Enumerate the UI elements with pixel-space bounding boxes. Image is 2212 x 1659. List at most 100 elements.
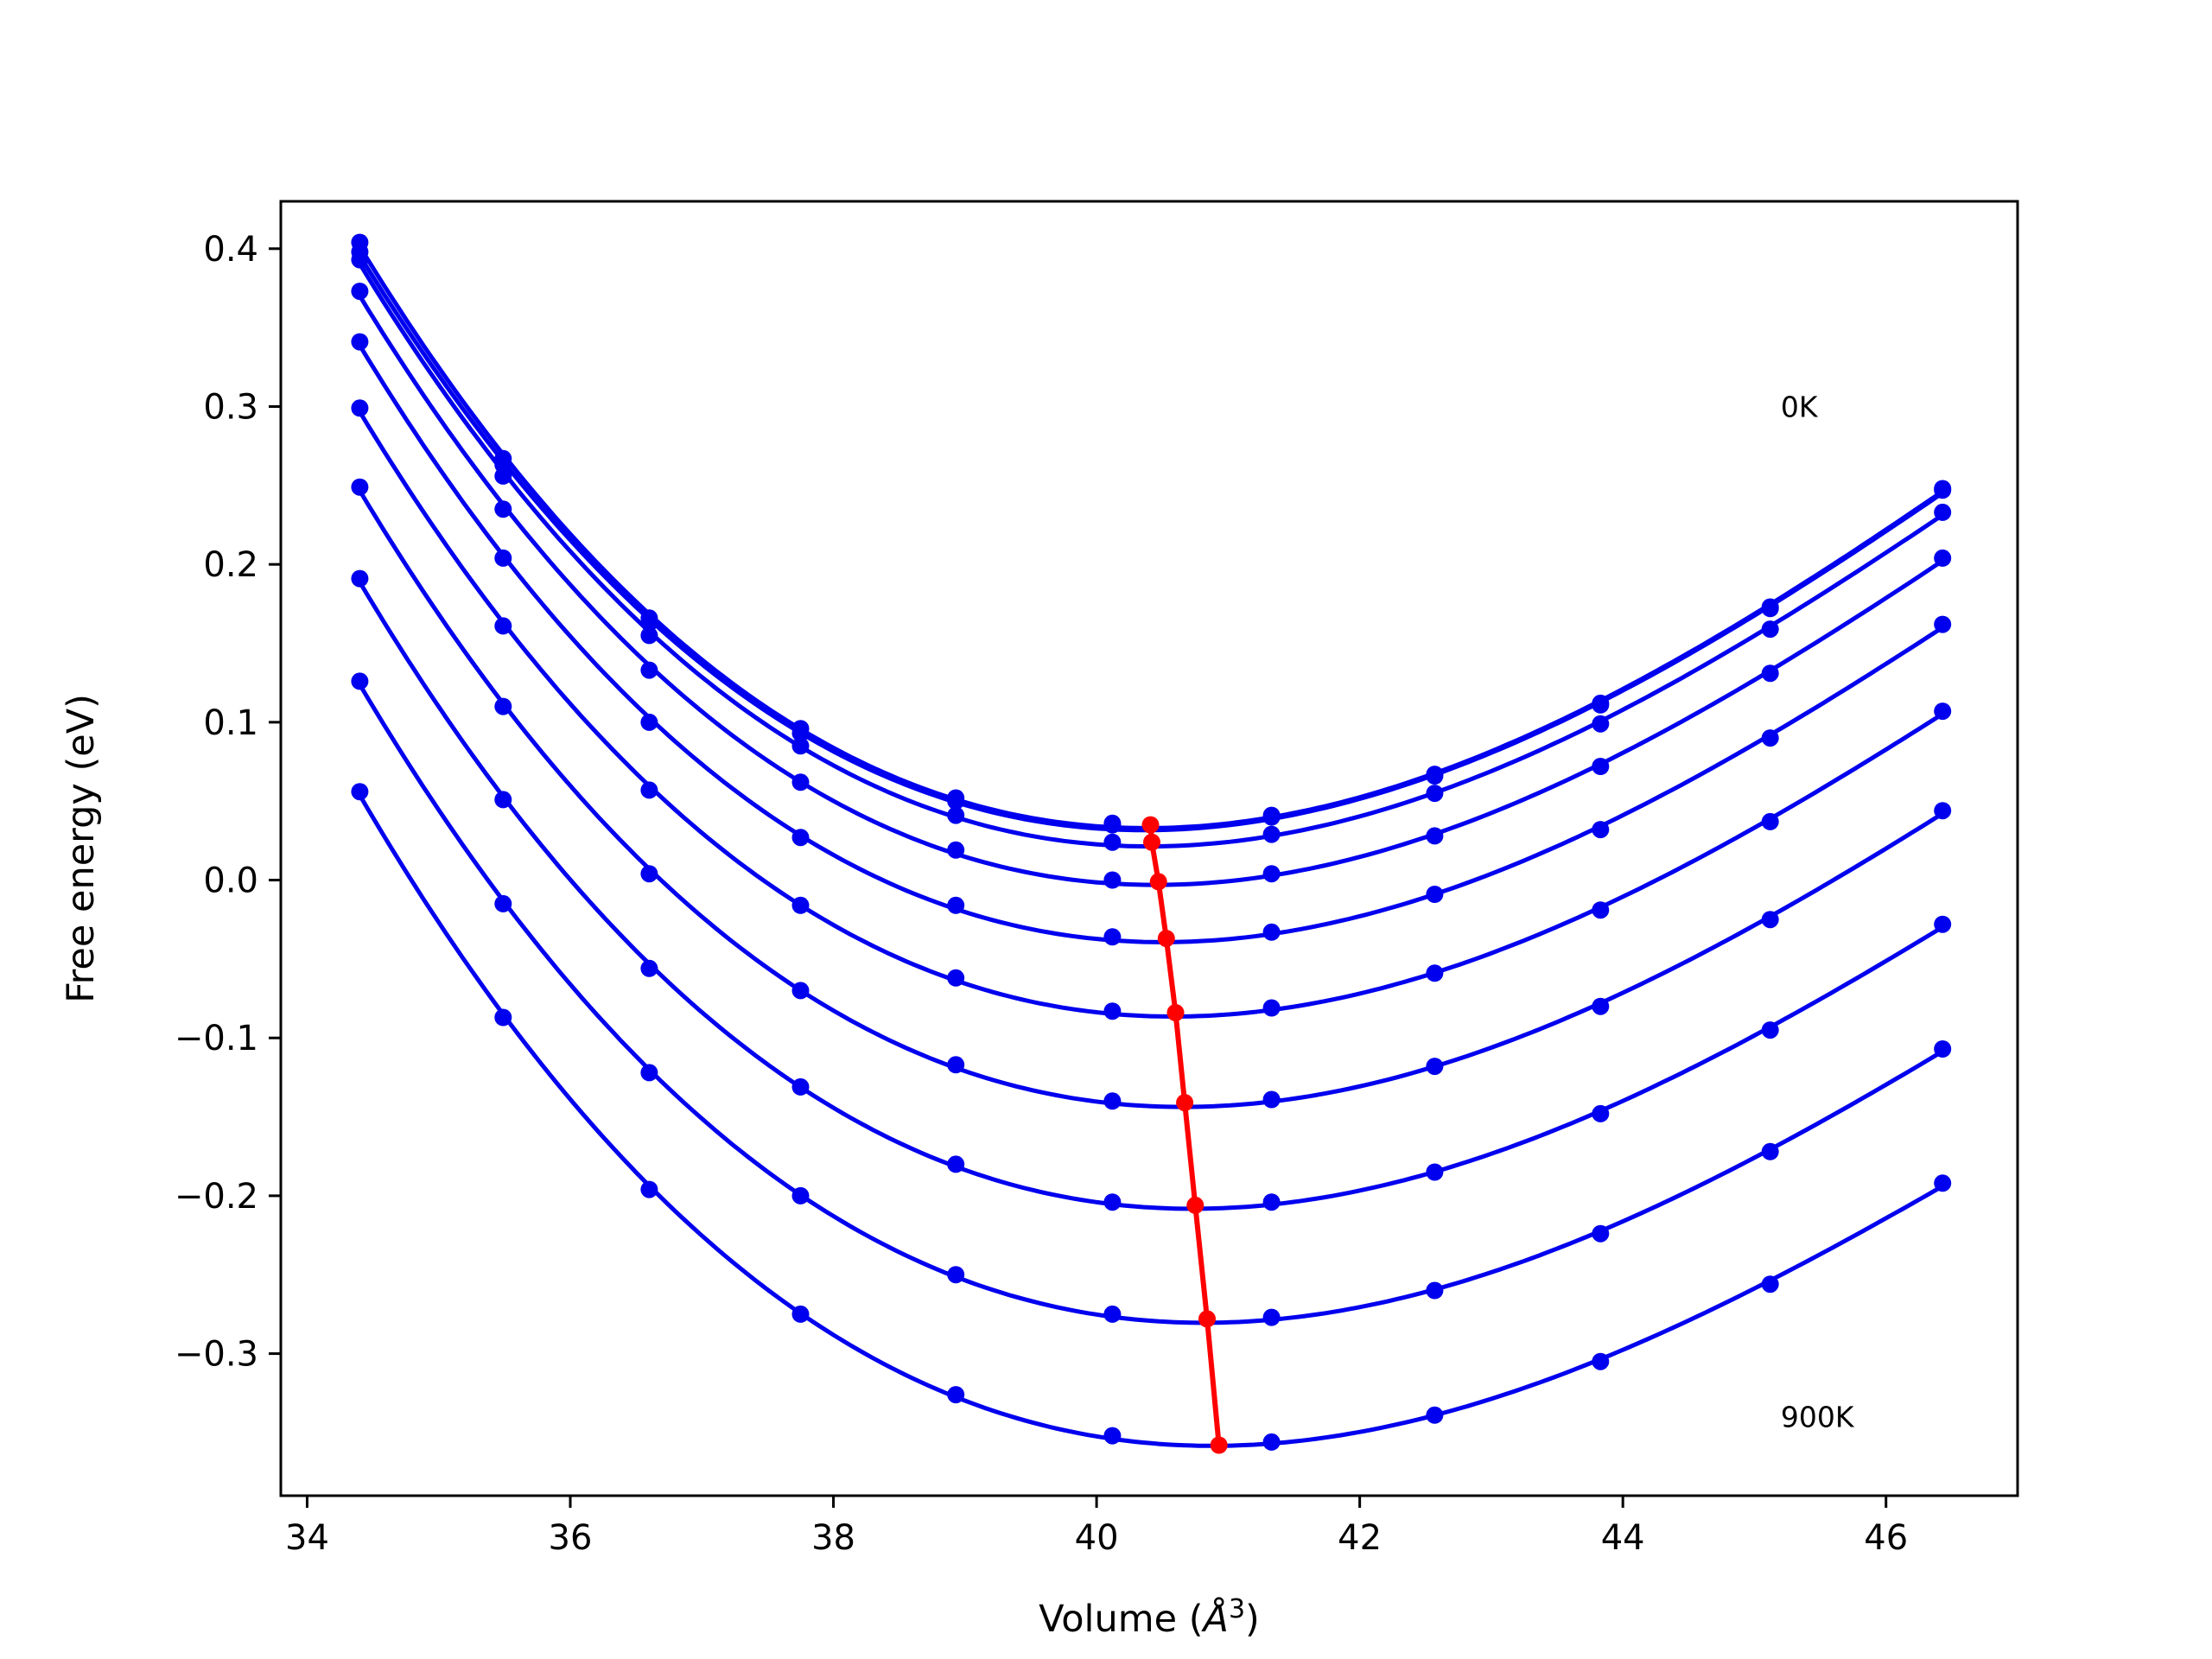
data-point: [1934, 1174, 1952, 1192]
series-line-6: [358, 489, 1944, 1109]
data-point: [351, 478, 369, 496]
data-point: [351, 783, 369, 801]
plot-frame: [279, 200, 2019, 1497]
annotations: 0K 900K: [1781, 390, 1855, 1433]
data-point: [791, 829, 810, 847]
data-point: [791, 724, 810, 742]
y-tick-label: 0.4: [203, 230, 258, 270]
data-point: [791, 982, 810, 1000]
data-point: [791, 773, 810, 791]
data-point: [1592, 758, 1610, 775]
data-point: [791, 1186, 810, 1205]
data-point: [1761, 1021, 1779, 1039]
minimum-point: [1157, 930, 1175, 948]
data-point: [1426, 886, 1444, 903]
x-tick-label: 42: [1338, 1518, 1382, 1558]
data-point: [1262, 999, 1281, 1017]
data-point: [791, 1305, 810, 1323]
data-point: [947, 969, 965, 987]
x-tick-label: 36: [549, 1518, 593, 1558]
data-point: [1761, 620, 1779, 639]
data-point: [494, 1008, 512, 1027]
x-tick-label: 46: [1864, 1518, 1908, 1558]
x-tick-label: 34: [285, 1518, 329, 1558]
data-point: [640, 959, 658, 977]
data-point: [1934, 481, 1952, 499]
minimum-point: [1210, 1436, 1228, 1454]
data-point: [1592, 1352, 1610, 1370]
minimum-point: [1198, 1310, 1216, 1328]
data-point: [947, 1386, 965, 1404]
y-axis: −0.3 −0.2 −0.1 0.0 0.1 0.2 0.3 0.4: [175, 230, 281, 1375]
data-point: [1592, 821, 1610, 839]
data-point: [1592, 696, 1610, 714]
data-point: [494, 894, 512, 912]
y-tick-label: 0.0: [203, 861, 258, 901]
minimum-point: [1149, 873, 1167, 891]
data-point: [1426, 827, 1444, 845]
y-tick-label: 0.2: [203, 545, 258, 585]
data-point: [1426, 964, 1444, 982]
minimum-locus-layer: [1141, 816, 1228, 1454]
series-line-5: [358, 410, 1944, 1020]
y-tick-label: −0.1: [175, 1019, 258, 1058]
data-point: [494, 549, 512, 567]
data-point: [494, 791, 512, 809]
x-axis: 34 36 38 40 42 44 46: [285, 1496, 1908, 1558]
data-point: [947, 792, 965, 810]
data-point: [640, 613, 658, 632]
data-point: [1262, 1308, 1281, 1326]
y-tick-label: −0.3: [175, 1335, 258, 1375]
data-point: [1103, 928, 1122, 946]
minimum-point: [1186, 1196, 1205, 1214]
data-point: [640, 865, 658, 883]
data-point: [1934, 615, 1952, 633]
data-point: [1426, 1406, 1444, 1424]
data-point: [1262, 923, 1281, 941]
data-point: [1262, 825, 1281, 843]
data-point: [1592, 715, 1610, 733]
annotation-label: 900K: [1781, 1401, 1855, 1434]
data-point: [947, 896, 965, 914]
data-point: [1426, 785, 1444, 803]
data-point: [640, 781, 658, 799]
minimum-point: [1166, 1004, 1185, 1021]
data-point: [1934, 1040, 1952, 1058]
data-point: [494, 697, 512, 715]
data-point: [1934, 549, 1952, 567]
data-point: [1934, 915, 1952, 933]
y-tick-label: −0.2: [175, 1177, 258, 1217]
data-point: [640, 626, 658, 645]
data-point: [1761, 600, 1779, 618]
data-point: [1262, 1193, 1281, 1211]
x-axis-label: Volume (Å3): [1039, 1594, 1260, 1641]
data-point: [1262, 1090, 1281, 1109]
data-point: [1761, 911, 1779, 929]
data-point: [1761, 664, 1779, 683]
series-line-8: [358, 683, 1944, 1325]
data-point: [1761, 812, 1779, 830]
data-point: [1103, 833, 1122, 851]
points-layer: [351, 233, 1952, 1451]
x-tick-label: 38: [811, 1518, 855, 1558]
annotation-label: 0K: [1781, 390, 1819, 423]
data-point: [1934, 503, 1952, 521]
data-point: [494, 467, 512, 485]
data-point: [351, 333, 369, 351]
minimum-point: [1141, 816, 1160, 834]
data-point: [947, 841, 965, 859]
data-point: [1103, 1427, 1122, 1445]
data-point: [1761, 1142, 1779, 1160]
data-point: [1262, 865, 1281, 883]
data-point: [1934, 702, 1952, 721]
data-point: [1426, 1163, 1444, 1181]
data-point: [1761, 729, 1779, 747]
data-point: [947, 1056, 965, 1074]
x-tick-label: 44: [1601, 1518, 1645, 1558]
data-point: [351, 569, 369, 588]
series-line-7: [358, 581, 1944, 1211]
data-point: [1103, 1002, 1122, 1020]
data-point: [494, 617, 512, 635]
x-tick-label: 40: [1075, 1518, 1119, 1558]
